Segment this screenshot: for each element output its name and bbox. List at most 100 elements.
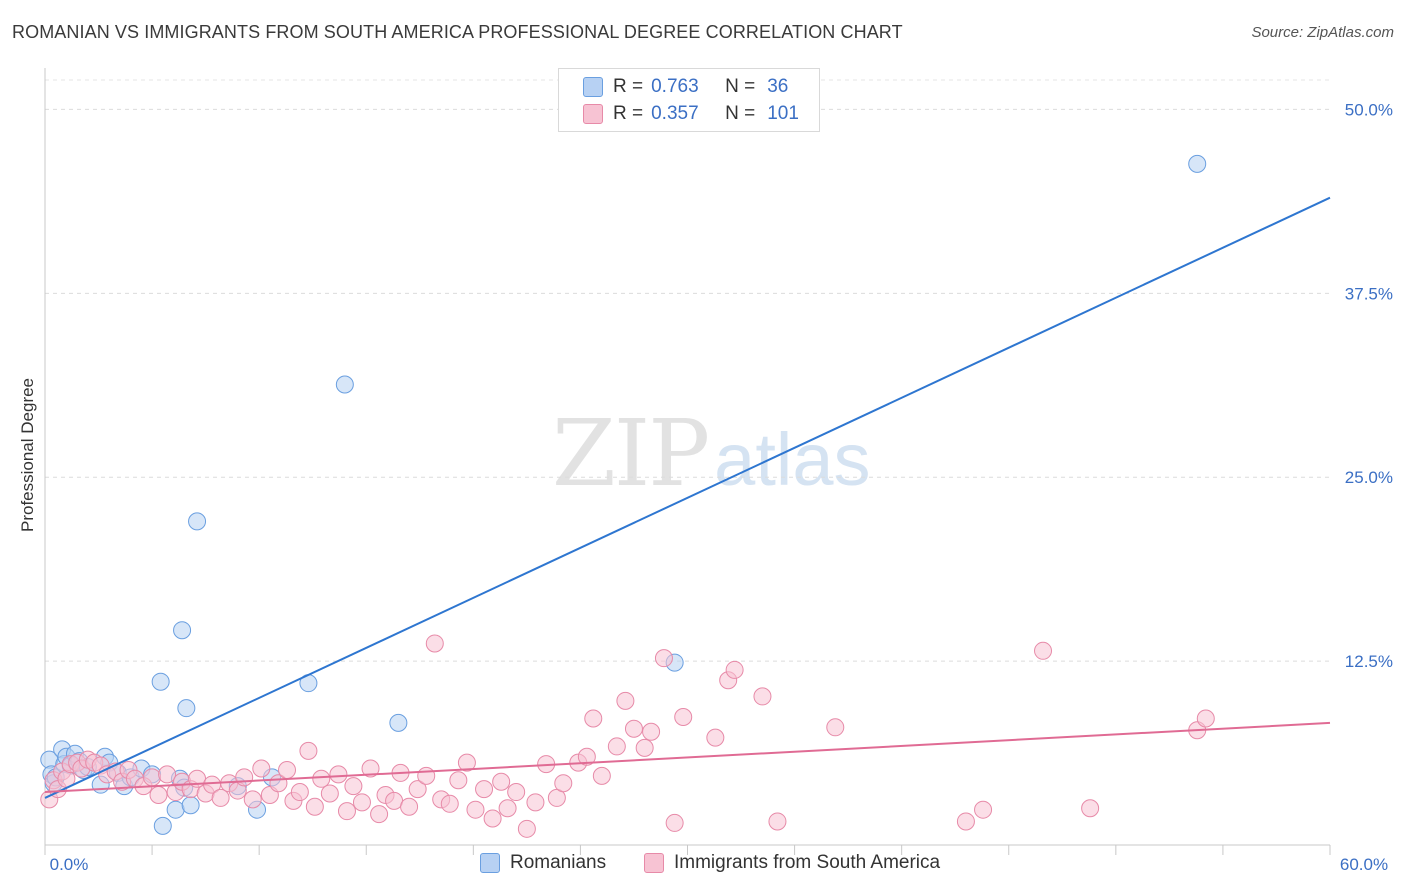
y-tick-label: 50.0% (1345, 100, 1393, 119)
axes (44, 68, 1331, 855)
series-legend-immigrants: Immigrants from South America (644, 852, 940, 874)
point-immigrants (725, 660, 744, 679)
point-romanians (188, 512, 207, 531)
point-romanians (151, 672, 170, 691)
point-romanians (1188, 154, 1207, 173)
point-immigrants (252, 759, 271, 778)
x-tick-label: 0.0% (50, 855, 89, 874)
legend-r-value: 0.357 (651, 103, 699, 124)
point-immigrants (1196, 709, 1215, 728)
point-immigrants (517, 819, 536, 838)
point-immigrants (768, 812, 787, 831)
y-tick-label: 25.0% (1345, 468, 1393, 487)
legend-n-value: 101 (767, 103, 799, 124)
series-name: Immigrants from South America (674, 852, 941, 873)
y-tick-label: 37.5% (1345, 284, 1393, 303)
point-immigrants (344, 777, 363, 796)
point-immigrants (607, 737, 626, 756)
point-romanians (173, 621, 192, 640)
point-immigrants (826, 718, 845, 737)
legend-r-value: 0.763 (651, 76, 699, 97)
point-immigrants (654, 649, 673, 668)
point-immigrants (635, 738, 654, 757)
point-immigrants (352, 793, 371, 812)
chart-source: Source: ZipAtlas.com (1251, 24, 1394, 41)
point-immigrants (440, 794, 459, 813)
gridlines (45, 79, 1330, 662)
point-immigrants (211, 788, 230, 807)
x-tick-label: 60.0% (1340, 855, 1388, 874)
point-immigrants (361, 759, 380, 778)
point-immigrants (278, 760, 297, 779)
point-romanians (181, 796, 200, 815)
tick-labels: 12.5% 25.0% 37.5% 50.0% 0.0% 60.0% (50, 100, 1393, 874)
point-immigrants (329, 765, 348, 784)
stats-legend: R = 0.763 N = 36 R = 0.357 N = 101 (558, 68, 820, 132)
legend-n-label: N = (725, 103, 756, 124)
legend-row-immigrants: R = 0.357 N = 101 (583, 101, 799, 127)
point-immigrants (243, 790, 262, 809)
point-immigrants (616, 691, 635, 710)
point-immigrants (554, 774, 573, 793)
legend-r-label: R = (613, 76, 644, 97)
chart-title: ROMANIAN VS IMMIGRANTS FROM SOUTH AMERIC… (12, 22, 903, 42)
point-immigrants (143, 768, 162, 787)
point-immigrants (305, 797, 324, 816)
point-immigrants (584, 709, 603, 728)
point-immigrants (425, 634, 444, 653)
legend-swatch-romanians (583, 77, 603, 97)
point-immigrants (706, 728, 725, 747)
point-immigrants (526, 793, 545, 812)
point-immigrants (498, 799, 517, 818)
series-swatch-romanians (480, 853, 500, 873)
point-immigrants (417, 766, 436, 785)
point-immigrants (624, 719, 643, 738)
point-immigrants (320, 784, 339, 803)
trend-lines (44, 196, 1331, 799)
point-immigrants (483, 809, 502, 828)
point-romanians (153, 816, 172, 835)
series-legend-romanians: Romanians (480, 852, 606, 874)
legend-n-label: N = (725, 76, 756, 97)
trend-line-immigrants (44, 721, 1331, 794)
legend-r-label: R = (613, 103, 644, 124)
point-immigrants (466, 800, 485, 819)
point-immigrants (158, 765, 177, 784)
point-immigrants (956, 812, 975, 831)
point-immigrants (507, 783, 526, 802)
point-immigrants (149, 785, 168, 804)
point-immigrants (235, 768, 254, 787)
point-immigrants (674, 708, 693, 727)
point-immigrants (974, 800, 993, 819)
point-immigrants (400, 797, 419, 816)
y-tick-label: 12.5% (1345, 652, 1393, 671)
point-immigrants (408, 780, 427, 799)
point-immigrants (449, 771, 468, 790)
legend-n-value: 36 (767, 76, 789, 97)
data-points (40, 154, 1215, 838)
series-name: Romanians (510, 852, 607, 873)
point-immigrants (290, 783, 309, 802)
legend-swatch-immigrants (583, 104, 603, 124)
trend-line-romanians (44, 196, 1331, 799)
point-immigrants (312, 769, 331, 788)
point-romanians (389, 713, 408, 732)
point-romanians (177, 699, 196, 718)
point-immigrants (753, 687, 772, 706)
point-romanians (335, 375, 354, 394)
point-immigrants (1034, 641, 1053, 660)
point-romanians (166, 800, 185, 819)
series-legend: Romanians Immigrants from South America (0, 852, 1406, 878)
series-swatch-immigrants (644, 853, 664, 873)
point-immigrants (492, 772, 511, 791)
point-immigrants (577, 747, 596, 766)
legend-row-romanians: R = 0.763 N = 36 (583, 74, 788, 100)
point-immigrants (475, 780, 494, 799)
point-immigrants (299, 741, 318, 760)
point-immigrants (665, 813, 684, 832)
point-immigrants (1081, 799, 1100, 818)
point-immigrants (337, 802, 356, 821)
point-immigrants (370, 805, 389, 824)
point-immigrants (642, 722, 661, 741)
